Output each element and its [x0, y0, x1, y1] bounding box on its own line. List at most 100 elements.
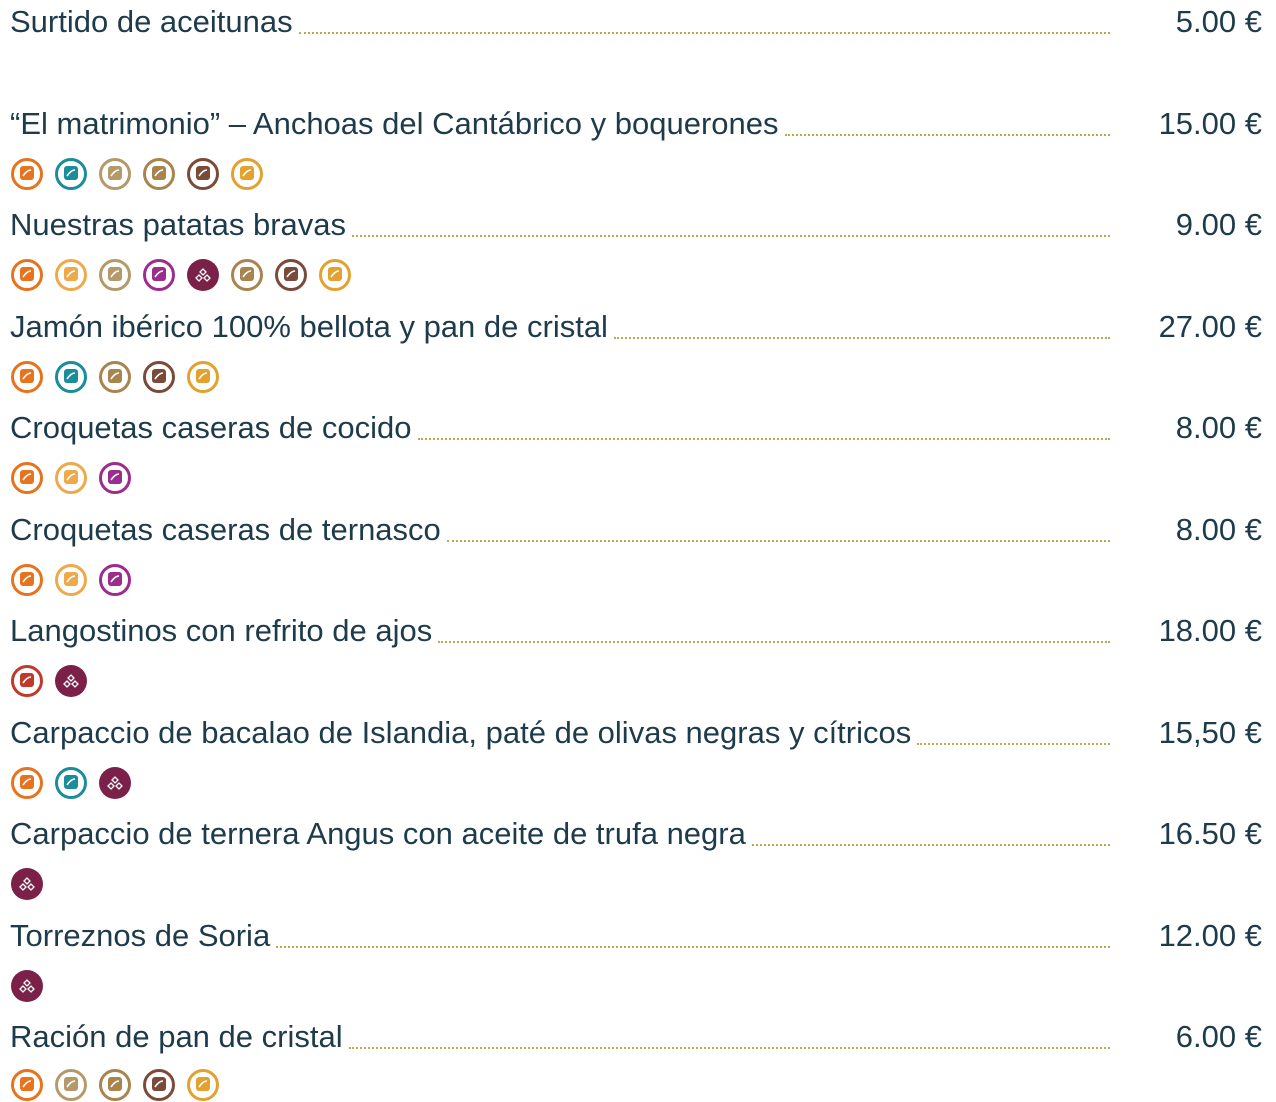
icon-square — [108, 267, 122, 281]
allergen-icon — [187, 1069, 219, 1101]
menu-item: Carpaccio de bacalao de Islandia, paté d… — [10, 713, 1262, 753]
item-price: 8.00 € — [1175, 410, 1262, 445]
icon-square — [152, 1077, 166, 1091]
allergen-icons — [10, 969, 44, 1003]
icon-glyph — [330, 270, 340, 278]
icon-square — [284, 267, 298, 281]
menu-item: Surtido de aceitunas 5.00 € — [10, 2, 1262, 42]
item-price: 5.00 € — [1175, 4, 1262, 39]
allergen-icons — [10, 360, 220, 394]
icon-square — [64, 1077, 78, 1091]
item-price: 9.00 € — [1175, 207, 1262, 242]
icon-square — [64, 267, 78, 281]
allergen-icon — [99, 462, 131, 494]
icon-square — [152, 166, 166, 180]
leader — [352, 235, 1110, 237]
icon-glyph — [110, 1080, 120, 1088]
allergen-icons — [10, 1068, 220, 1102]
item-price: 15,50 € — [1158, 715, 1262, 750]
leader — [613, 337, 1110, 339]
icon-square — [20, 1077, 34, 1091]
allergen-icon — [55, 361, 87, 393]
icon-glyph — [22, 778, 32, 786]
item-price: 6.00 € — [1175, 1019, 1262, 1054]
allergen-icon — [11, 361, 43, 393]
icon-square — [64, 572, 78, 586]
icon-square — [20, 775, 34, 789]
allergen-icon — [231, 158, 263, 190]
icon-square — [152, 369, 166, 383]
menu-item: “El matrimonio” – Anchoas del Cantábrico… — [10, 104, 1262, 144]
icon-square — [20, 369, 34, 383]
icon-glyph — [19, 979, 35, 993]
item-price: 27.00 € — [1158, 309, 1262, 344]
icon-square — [108, 572, 122, 586]
icon-glyph — [198, 1080, 208, 1088]
item-name: Carpaccio de ternera Angus con aceite de… — [10, 816, 746, 851]
allergen-icon — [11, 462, 43, 494]
menu-item: Langostinos con refrito de ajos 18.00 € — [10, 611, 1262, 651]
item-name: Jamón ibérico 100% bellota y pan de cris… — [10, 309, 608, 344]
icon-glyph — [110, 372, 120, 380]
item-name: Torreznos de Soria — [10, 918, 271, 953]
allergen-icon — [55, 462, 87, 494]
icon-glyph — [63, 674, 79, 688]
allergen-icon — [55, 259, 87, 291]
icon-glyph — [107, 776, 123, 790]
icon-square — [196, 1077, 210, 1091]
icon-glyph — [22, 270, 32, 278]
icon-glyph — [154, 270, 164, 278]
item-name: Croquetas caseras de ternasco — [10, 512, 441, 547]
allergen-icon — [99, 361, 131, 393]
allergen-icon — [187, 259, 219, 291]
allergen-icon — [275, 259, 307, 291]
icon-glyph — [66, 169, 76, 177]
item-name: Croquetas caseras de cocido — [10, 410, 412, 445]
allergen-icons — [10, 766, 132, 800]
icon-glyph — [22, 372, 32, 380]
menu-item: Jamón ibérico 100% bellota y pan de cris… — [10, 307, 1262, 347]
allergen-icon — [55, 767, 87, 799]
allergen-icon — [11, 564, 43, 596]
icon-square — [20, 166, 34, 180]
item-price: 18.00 € — [1158, 613, 1262, 648]
icon-glyph — [242, 270, 252, 278]
icon-glyph — [22, 169, 32, 177]
icon-glyph — [19, 877, 35, 891]
icon-square — [240, 267, 254, 281]
icon-glyph — [198, 169, 208, 177]
item-price: 8.00 € — [1175, 512, 1262, 547]
icon-square — [328, 267, 342, 281]
menu-item: Carpaccio de ternera Angus con aceite de… — [10, 814, 1262, 854]
item-name: Ración de pan de cristal — [10, 1019, 343, 1054]
allergen-icons — [10, 461, 132, 495]
icon-glyph — [66, 473, 76, 481]
icon-glyph — [66, 778, 76, 786]
icon-glyph — [154, 169, 164, 177]
menu-item: Ración de pan de cristal 6.00 € — [10, 1017, 1262, 1057]
icon-glyph — [110, 169, 120, 177]
allergen-icon — [55, 665, 87, 697]
allergen-icon — [187, 158, 219, 190]
allergen-icon — [143, 361, 175, 393]
item-name: Carpaccio de bacalao de Islandia, paté d… — [10, 715, 912, 750]
icon-square — [108, 369, 122, 383]
icon-square — [64, 470, 78, 484]
icon-square — [20, 673, 34, 687]
allergen-icon — [55, 564, 87, 596]
icon-square — [64, 775, 78, 789]
icon-glyph — [110, 270, 120, 278]
icon-glyph — [22, 1080, 32, 1088]
allergen-icon — [11, 259, 43, 291]
item-name: Langostinos con refrito de ajos — [10, 613, 433, 648]
menu-item: Nuestras patatas bravas 9.00 € — [10, 205, 1262, 245]
icon-glyph — [22, 676, 32, 684]
leader — [917, 743, 1110, 745]
icon-glyph — [66, 372, 76, 380]
leader — [348, 1047, 1110, 1049]
icon-square — [20, 572, 34, 586]
allergen-icon — [99, 1069, 131, 1101]
item-price: 15.00 € — [1158, 106, 1262, 141]
allergen-icon — [187, 361, 219, 393]
